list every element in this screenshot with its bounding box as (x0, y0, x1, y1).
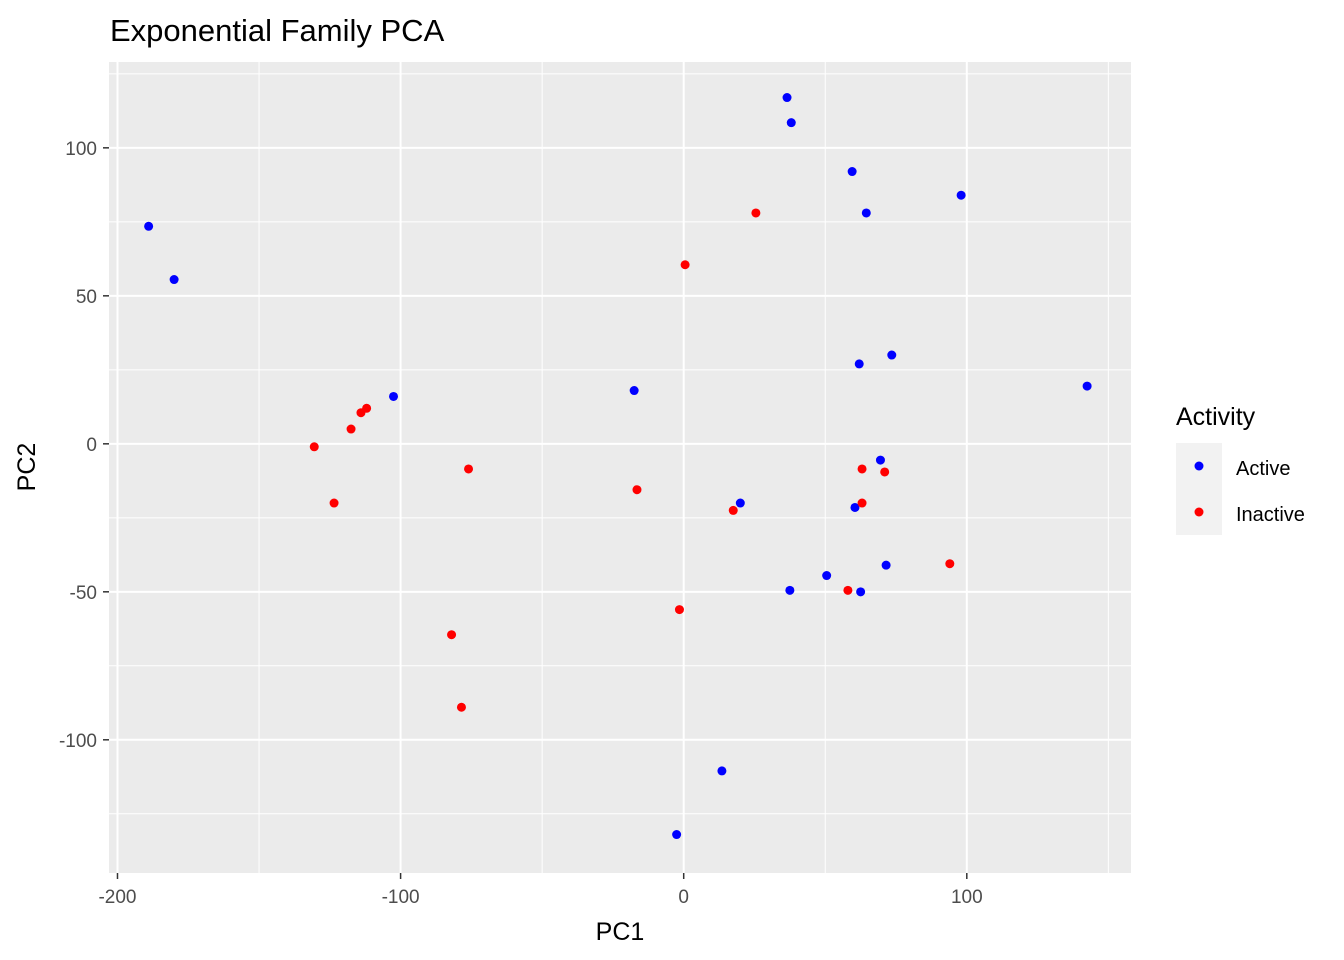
point-active (881, 560, 891, 570)
y-tick-label: 50 (76, 287, 97, 308)
x-tick-label: 0 (678, 887, 689, 908)
x-axis-title: PC1 (596, 918, 645, 946)
point-inactive (857, 498, 867, 508)
legend-key-inactive (1194, 507, 1204, 517)
point-inactive (945, 559, 955, 569)
point-inactive (447, 630, 457, 640)
y-tick-label: -50 (70, 583, 97, 604)
point-active (854, 359, 864, 369)
point-inactive (309, 442, 319, 452)
point-inactive (857, 464, 867, 474)
point-active (875, 455, 885, 465)
point-inactive (362, 403, 372, 413)
point-active (735, 498, 745, 508)
legend: Activity Active Inactive (1176, 403, 1305, 535)
x-tick-label: -100 (382, 887, 420, 908)
point-active (847, 167, 857, 177)
point-inactive (728, 505, 738, 515)
point-active (785, 585, 795, 595)
point-active (717, 766, 727, 776)
data-points (144, 93, 1092, 840)
point-inactive (346, 424, 356, 434)
point-inactive (843, 585, 853, 595)
point-inactive (674, 605, 684, 615)
major-gridlines (109, 62, 1131, 873)
point-active (672, 830, 682, 840)
y-axis: -100 -50 0 50 100 (59, 139, 109, 752)
legend-key-active (1194, 461, 1204, 471)
point-inactive (632, 485, 642, 495)
y-tick-label: 100 (65, 139, 97, 160)
point-inactive (456, 702, 466, 712)
y-tick-label: -100 (59, 731, 97, 752)
point-active (856, 587, 866, 597)
legend-label-inactive: Inactive (1236, 504, 1305, 526)
point-active (786, 118, 796, 128)
chart-title: Exponential Family PCA (110, 13, 445, 48)
point-active (1082, 381, 1092, 391)
point-inactive (751, 208, 761, 218)
point-inactive (464, 464, 474, 474)
point-active (389, 391, 399, 401)
point-active (782, 93, 792, 103)
y-tick-label: 0 (86, 435, 97, 456)
point-active (822, 571, 832, 581)
point-active (629, 386, 639, 396)
x-tick-label: -200 (98, 887, 136, 908)
point-active (144, 221, 154, 231)
plot-panel (109, 62, 1131, 873)
x-axis: -200 -100 0 100 (98, 873, 983, 908)
legend-label-active: Active (1236, 458, 1290, 480)
y-axis-title: PC2 (13, 443, 41, 492)
point-active (169, 275, 179, 285)
minor-gridlines (109, 62, 1131, 873)
point-inactive (329, 498, 339, 508)
point-inactive (880, 467, 890, 477)
point-inactive (680, 260, 690, 270)
point-active (956, 190, 966, 200)
point-active (861, 208, 871, 218)
x-tick-label: 100 (951, 887, 983, 908)
legend-title: Activity (1176, 403, 1256, 431)
point-active (887, 350, 897, 360)
point-active (850, 502, 860, 512)
